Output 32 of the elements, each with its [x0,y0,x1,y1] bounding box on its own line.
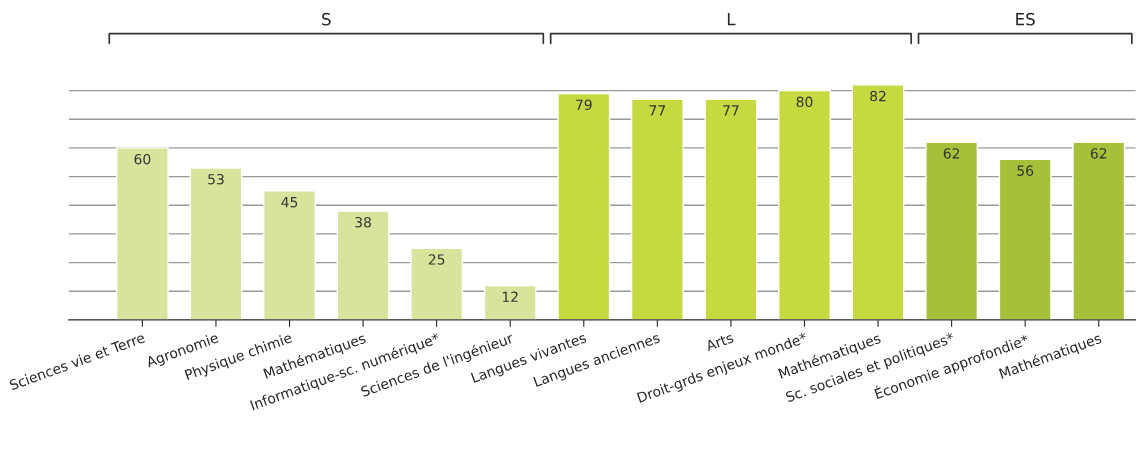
bar [1072,141,1126,320]
bar [925,141,979,320]
text: S [322,12,331,26]
x-tick-label: Arts [704,332,734,352]
bar [189,167,243,320]
bar [998,158,1052,320]
bar [263,190,316,320]
bar [410,247,464,320]
data-label: 79 [576,99,592,110]
data-label: 77 [649,105,665,116]
bar [630,98,684,320]
bar [778,89,831,320]
bar [115,147,169,320]
data-label: 62 [1090,148,1107,159]
bar [483,284,537,320]
data-label: 77 [723,105,739,116]
data-label: 56 [1017,165,1034,176]
text: L [727,13,736,26]
bar [851,84,905,320]
text: ES [1016,12,1035,26]
data-label: 45 [281,197,298,208]
bar [336,210,390,320]
data-label: 62 [943,148,960,159]
data-label: 53 [208,173,224,185]
bar [704,98,758,320]
bar [557,92,611,320]
data-label: 82 [870,90,886,102]
data-label: 80 [796,96,813,108]
data-label: 38 [355,216,371,228]
data-label: 60 [134,153,151,165]
data-label: 25 [428,254,445,265]
data-label: 12 [502,291,518,302]
